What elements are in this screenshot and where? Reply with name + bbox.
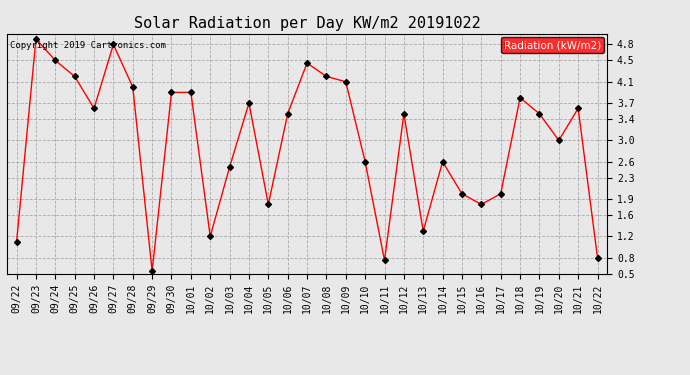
Text: Copyright 2019 Cartronics.com: Copyright 2019 Cartronics.com — [10, 41, 166, 50]
Legend: Radiation (kW/m2): Radiation (kW/m2) — [500, 37, 604, 53]
Title: Solar Radiation per Day KW/m2 20191022: Solar Radiation per Day KW/m2 20191022 — [134, 16, 480, 31]
